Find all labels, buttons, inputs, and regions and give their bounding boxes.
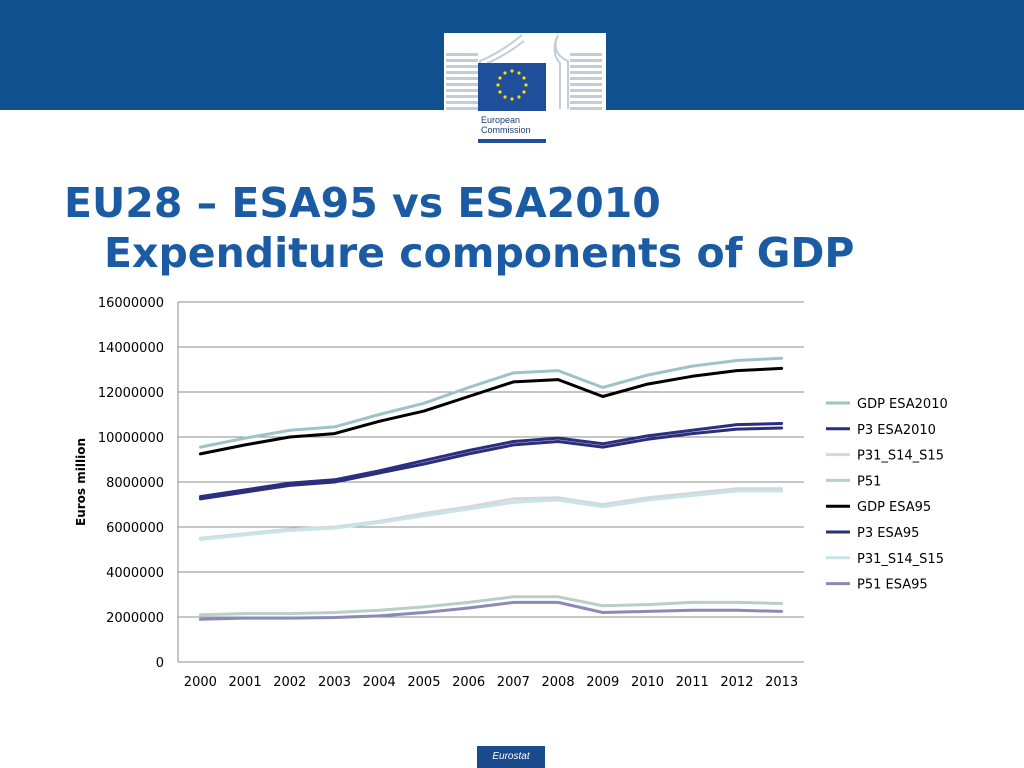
series-line-4	[198, 595, 784, 617]
y-axis-label: Euros million	[74, 438, 88, 526]
slide-title: EU28 – ESA95 vs ESA2010 Expenditure comp…	[64, 178, 964, 278]
x-tick-label: 2002	[273, 675, 306, 690]
x-tick-label: 2011	[676, 675, 709, 690]
legend-label: P3 ESA2010	[857, 423, 936, 438]
legend-label: P51 ESA95	[857, 578, 928, 593]
eurostat-badge: Eurostat	[477, 746, 545, 768]
x-tick-label: 2007	[497, 675, 530, 690]
x-tick-label: 2013	[765, 675, 798, 690]
y-tick-label: 6000000	[106, 521, 164, 536]
axis-layer: 0 2000000 4000000 6000000 8000000 10000000 120…	[98, 296, 804, 690]
x-tick-label: 2004	[363, 675, 396, 690]
x-tick-label: 2003	[318, 675, 351, 690]
x-tick-label: 2010	[631, 675, 664, 690]
legend-label: P31_S14_S15	[857, 449, 944, 464]
slide-title-line2: Expenditure components of GDP	[104, 229, 855, 277]
y-tick-label: 12000000	[98, 386, 164, 401]
y-tick-label: 0	[156, 656, 164, 671]
grid-layer	[178, 301, 804, 618]
series-line-5	[198, 366, 784, 456]
commission-building-icon	[446, 34, 602, 111]
y-tick-label: 16000000	[98, 296, 164, 311]
logo-underline	[478, 139, 546, 143]
logo-text-line2: Commission	[481, 125, 531, 135]
logo-text: European Commission	[481, 115, 551, 135]
y-tick-label: 14000000	[98, 341, 164, 356]
y-tick-label: 4000000	[106, 566, 164, 581]
x-tick-label: 2009	[586, 675, 619, 690]
legend-label: GDP ESA2010	[857, 397, 948, 412]
legend-layer: GDP ESA2010 P3 ESA2010 P31_S14_S15 P51 GDP E…	[826, 397, 948, 593]
x-tick-label: 2000	[184, 675, 217, 690]
x-tick-label: 2001	[229, 675, 262, 690]
legend-label: GDP ESA95	[857, 500, 931, 515]
legend-label: P31_S14_S15	[857, 552, 944, 567]
legend-label: P3 ESA95	[857, 526, 919, 541]
logo-text-line1: European	[481, 115, 521, 125]
y-tick-label: 8000000	[106, 476, 164, 491]
series-line-8	[198, 600, 784, 621]
series-line-1	[198, 356, 784, 449]
x-tick-label: 2005	[407, 675, 440, 690]
series-line-6	[198, 426, 784, 501]
series-line-2	[198, 422, 784, 499]
legend-label: P51	[857, 474, 881, 489]
series-layer	[198, 356, 784, 621]
x-tick-label: 2006	[452, 675, 485, 690]
european-commission-logo	[444, 33, 606, 145]
slide-title-line1: EU28 – ESA95 vs ESA2010	[64, 179, 661, 227]
x-tick-label: 2008	[542, 675, 575, 690]
x-tick-label: 2012	[720, 675, 753, 690]
y-tick-label: 2000000	[106, 611, 164, 626]
series-line-7	[198, 489, 784, 541]
y-tick-label: 10000000	[98, 431, 164, 446]
